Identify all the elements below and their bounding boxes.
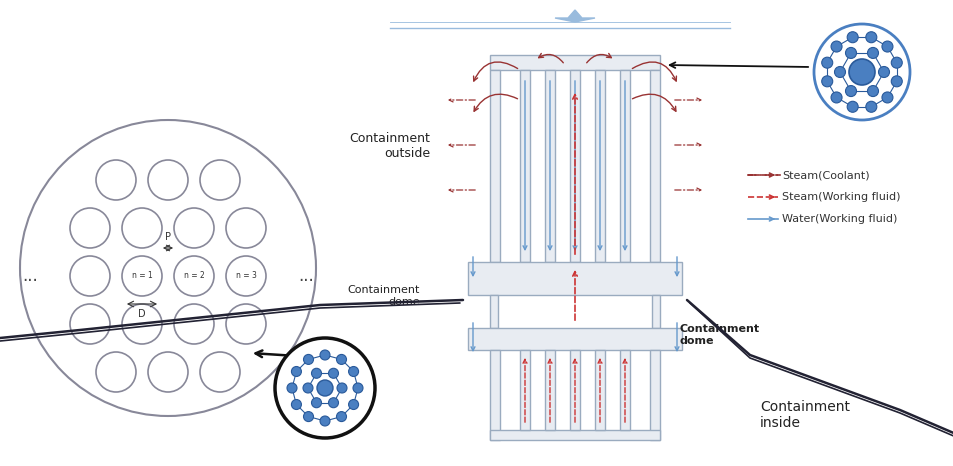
Circle shape — [287, 383, 296, 393]
Circle shape — [96, 160, 136, 200]
Circle shape — [303, 411, 314, 422]
Circle shape — [70, 304, 110, 344]
Text: Steam(Coolant): Steam(Coolant) — [781, 170, 869, 180]
Circle shape — [865, 32, 876, 43]
Circle shape — [319, 416, 330, 426]
Bar — [468, 262, 681, 295]
Circle shape — [881, 92, 892, 103]
Circle shape — [890, 76, 902, 87]
Circle shape — [173, 208, 213, 248]
Text: ...: ... — [22, 267, 38, 285]
Bar — [651, 295, 659, 328]
Polygon shape — [555, 10, 595, 22]
Circle shape — [96, 352, 136, 392]
Circle shape — [848, 59, 874, 85]
Circle shape — [353, 383, 363, 393]
Circle shape — [173, 256, 213, 296]
Circle shape — [821, 76, 832, 87]
Text: Steam(Working fluid): Steam(Working fluid) — [781, 192, 900, 202]
Circle shape — [878, 67, 888, 77]
Bar — [649, 70, 659, 262]
Bar — [519, 350, 530, 430]
Bar — [649, 350, 659, 440]
Text: D: D — [138, 309, 146, 319]
Circle shape — [319, 350, 330, 360]
Circle shape — [173, 304, 213, 344]
Bar — [490, 70, 499, 262]
Circle shape — [122, 256, 162, 296]
Circle shape — [844, 86, 856, 96]
Text: ...: ... — [297, 267, 314, 285]
Bar — [490, 55, 659, 70]
Bar — [595, 70, 604, 262]
Circle shape — [336, 411, 346, 422]
Bar — [499, 70, 649, 262]
Circle shape — [312, 368, 321, 378]
Circle shape — [813, 24, 909, 120]
Circle shape — [328, 368, 338, 378]
Bar — [619, 70, 629, 262]
Bar — [499, 350, 649, 430]
Circle shape — [336, 383, 347, 393]
Text: n = 1: n = 1 — [132, 272, 152, 281]
Bar — [595, 350, 604, 430]
Circle shape — [226, 304, 266, 344]
Text: Containment
dome: Containment dome — [679, 324, 760, 346]
Circle shape — [866, 86, 878, 96]
Circle shape — [70, 256, 110, 296]
Circle shape — [274, 338, 375, 438]
Circle shape — [200, 160, 240, 200]
Bar — [490, 295, 497, 328]
Circle shape — [830, 41, 841, 52]
Circle shape — [866, 48, 878, 58]
Text: P: P — [165, 232, 171, 242]
Bar — [497, 295, 651, 328]
Circle shape — [200, 352, 240, 392]
Circle shape — [226, 208, 266, 248]
Circle shape — [148, 352, 188, 392]
Circle shape — [821, 57, 832, 68]
Circle shape — [830, 92, 841, 103]
Bar — [569, 70, 579, 262]
Bar — [519, 70, 530, 262]
Bar — [619, 350, 629, 430]
Circle shape — [316, 380, 333, 396]
Circle shape — [312, 397, 321, 408]
Text: Containment
dome: Containment dome — [347, 285, 419, 307]
Circle shape — [881, 41, 892, 52]
Text: Water(Working fluid): Water(Working fluid) — [781, 214, 897, 224]
Circle shape — [834, 67, 844, 77]
Bar — [490, 430, 659, 440]
Circle shape — [122, 304, 162, 344]
Circle shape — [122, 208, 162, 248]
Circle shape — [291, 399, 301, 410]
Text: n = 3: n = 3 — [235, 272, 256, 281]
Circle shape — [303, 383, 313, 393]
Circle shape — [846, 101, 858, 112]
Circle shape — [844, 48, 856, 58]
Text: n = 2: n = 2 — [183, 272, 204, 281]
Bar — [569, 350, 579, 430]
Circle shape — [70, 208, 110, 248]
Circle shape — [865, 101, 876, 112]
Text: Containment
outside: Containment outside — [349, 132, 430, 160]
Circle shape — [148, 160, 188, 200]
Circle shape — [303, 355, 314, 364]
Circle shape — [846, 32, 858, 43]
Bar — [544, 350, 555, 430]
Circle shape — [890, 57, 902, 68]
Text: Containment
inside: Containment inside — [760, 400, 849, 430]
Circle shape — [336, 355, 346, 364]
Circle shape — [348, 399, 358, 410]
Circle shape — [226, 256, 266, 296]
Bar — [544, 70, 555, 262]
Circle shape — [291, 366, 301, 377]
Bar — [468, 328, 681, 350]
Circle shape — [348, 366, 358, 377]
Circle shape — [328, 397, 338, 408]
Bar — [490, 350, 499, 440]
